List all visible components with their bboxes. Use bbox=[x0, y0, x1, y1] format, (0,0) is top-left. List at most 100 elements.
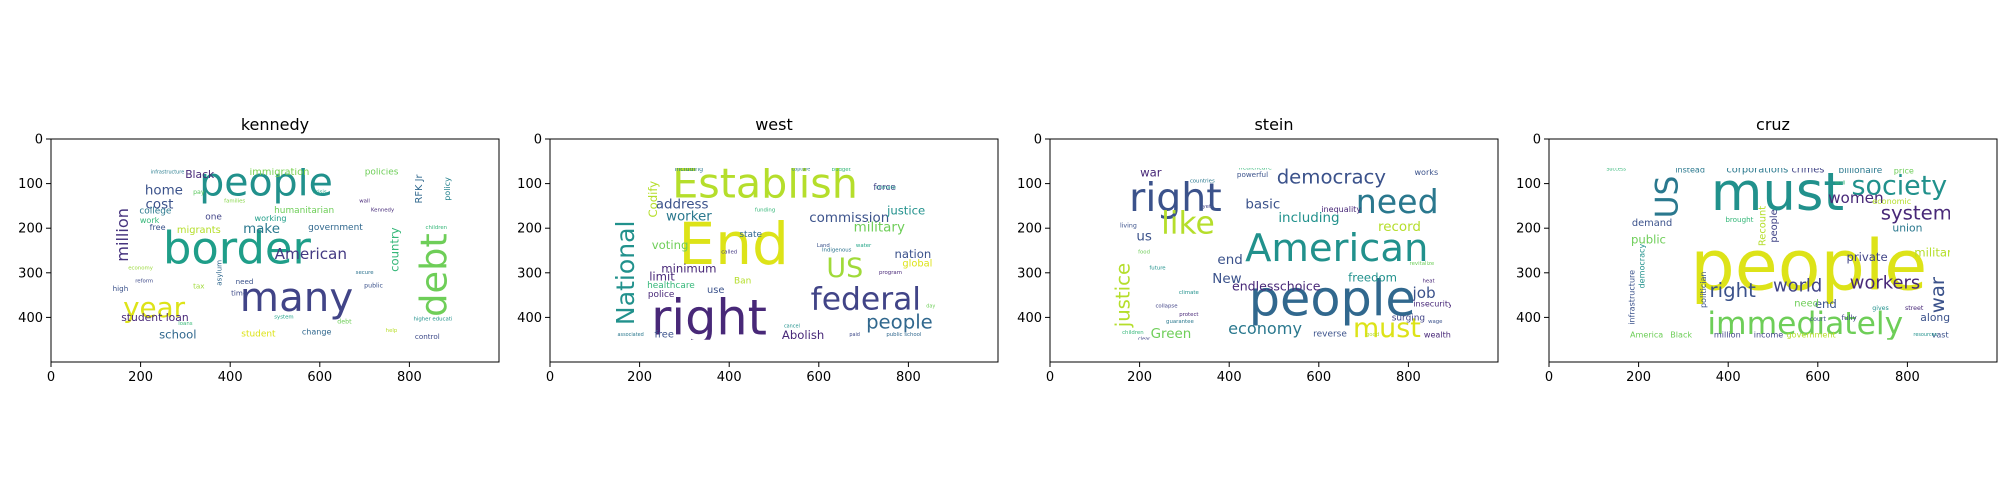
cloud-word: people bbox=[1769, 209, 1780, 242]
cloud-word: wealthy bbox=[1424, 331, 1456, 340]
cloud-word: time bbox=[231, 288, 248, 297]
x-tick-label: 800 bbox=[1895, 370, 1920, 385]
cloud-word: climate bbox=[876, 185, 897, 191]
cloud-word: paid bbox=[849, 332, 860, 338]
cloud-word: Indigenous bbox=[822, 248, 852, 254]
cloud-word: police bbox=[648, 290, 675, 300]
cloud-word: basic bbox=[1245, 198, 1280, 213]
cloud-word: change bbox=[302, 328, 332, 337]
y-tick-label: 100 bbox=[517, 177, 542, 192]
cloud-word: war bbox=[1140, 165, 1162, 179]
cloud-word: infrastructure bbox=[151, 169, 185, 175]
cloud-word: gives bbox=[1872, 305, 1889, 312]
cloud-word: Establish bbox=[672, 160, 858, 208]
cloud-word: free bbox=[655, 330, 674, 341]
cloud-word: living bbox=[1120, 222, 1137, 229]
cloud-word: military bbox=[1914, 246, 1959, 260]
cloud-word: high bbox=[113, 284, 129, 293]
x-tick-label: 0 bbox=[1545, 370, 1553, 385]
cloud-word: world bbox=[1773, 276, 1822, 297]
cloud-word: end bbox=[1815, 297, 1837, 311]
cloud-word: endlesschoice bbox=[1232, 279, 1321, 294]
cloud-word: need bbox=[1356, 182, 1439, 221]
cloud-word: children bbox=[1122, 330, 1144, 336]
cloud-word: many bbox=[240, 274, 353, 321]
cloud-word: us bbox=[1136, 230, 1152, 245]
axes-frame bbox=[549, 138, 999, 363]
cloud-word: workers bbox=[1850, 273, 1920, 294]
cloud-word: use bbox=[707, 285, 724, 296]
cloud-word: America bbox=[1630, 331, 1663, 340]
cloud-word: minimum bbox=[661, 261, 716, 275]
chart-title: west bbox=[755, 115, 793, 134]
cloud-word: price bbox=[1894, 167, 1914, 176]
cloud-word: healthcare bbox=[647, 281, 695, 291]
x-tick-label: 0 bbox=[1046, 370, 1054, 385]
y-tick-label: 0 bbox=[1034, 133, 1042, 148]
axes-frame bbox=[1548, 138, 1998, 363]
cloud-word: public school bbox=[886, 332, 921, 338]
cloud-word: American bbox=[1245, 226, 1428, 271]
cloud-word: corporations bbox=[1726, 165, 1788, 176]
axes-frame bbox=[1049, 138, 1499, 363]
cloud-word: cost bbox=[145, 198, 173, 213]
cloud-word: works bbox=[1414, 168, 1438, 177]
cloud-word: day bbox=[926, 303, 935, 309]
cloud-word: million bbox=[1714, 331, 1741, 340]
cloud-word: student loan bbox=[121, 311, 188, 324]
cloud-word: Abolish bbox=[782, 328, 824, 342]
cloud-word: limit bbox=[649, 269, 675, 283]
cloud-word: debt bbox=[413, 233, 456, 317]
cloud-word: powerful bbox=[1237, 170, 1268, 179]
cloud-word: income bbox=[1754, 331, 1784, 340]
cloud-word: vast bbox=[1932, 331, 1949, 340]
cloud-word: including bbox=[1278, 211, 1339, 226]
cloud-word: loans bbox=[178, 321, 192, 327]
cloud-word: migrants bbox=[177, 225, 221, 236]
cloud-word: must bbox=[1711, 162, 1844, 223]
cloud-word: debt bbox=[337, 318, 352, 325]
cloud-word: country bbox=[388, 227, 402, 272]
cloud-word: protect bbox=[1179, 312, 1198, 318]
cloud-word: society bbox=[1852, 170, 1948, 201]
cloud-word: along bbox=[1920, 311, 1950, 324]
y-tick-label: 400 bbox=[18, 311, 43, 326]
cloud-word: demand bbox=[1632, 218, 1672, 229]
y-tick-label: 400 bbox=[1516, 311, 1541, 326]
cloud-word: war bbox=[1926, 276, 1949, 313]
cloud-word: wall bbox=[359, 198, 370, 204]
cloud-word: military bbox=[854, 221, 905, 236]
cloud-word: children bbox=[425, 225, 447, 231]
cloud-word: guarantee bbox=[1166, 319, 1194, 325]
cloud-word: government bbox=[1787, 331, 1836, 340]
cloud-word: control bbox=[415, 332, 440, 341]
cloud-word: record bbox=[1378, 220, 1421, 235]
cloud-word: government bbox=[308, 223, 363, 233]
cloud-word: need bbox=[1794, 299, 1819, 310]
cloud-word: home bbox=[145, 184, 183, 199]
chart-title: stein bbox=[1254, 115, 1293, 134]
x-tick-label: 400 bbox=[218, 370, 243, 385]
cloud-word: street bbox=[1905, 305, 1924, 312]
y-tick-label: 200 bbox=[517, 222, 542, 237]
cloud-word: justice bbox=[1112, 263, 1135, 328]
cloud-word: secure bbox=[356, 270, 375, 276]
x-tick-label: 600 bbox=[307, 370, 332, 385]
cloud-word: nation bbox=[894, 247, 931, 261]
cloud-word: address bbox=[656, 198, 709, 213]
cloud-word: politician bbox=[1699, 271, 1708, 308]
cloud-word: US bbox=[826, 253, 863, 284]
cloud-word: future bbox=[1149, 265, 1166, 271]
chart-title: kennedy bbox=[241, 115, 309, 134]
cloud-word: worker bbox=[666, 210, 712, 225]
cloud-word: policies bbox=[365, 167, 399, 177]
cloud-word: need bbox=[236, 277, 254, 286]
x-tick-label: 200 bbox=[128, 370, 153, 385]
cloud-word: private bbox=[1846, 250, 1887, 264]
cloud-word: right bbox=[651, 288, 767, 346]
cloud-word: commission bbox=[809, 211, 889, 226]
cloud-word: working bbox=[255, 214, 287, 223]
cloud-word: court bbox=[1810, 316, 1827, 323]
cloud-word: free bbox=[150, 223, 166, 232]
